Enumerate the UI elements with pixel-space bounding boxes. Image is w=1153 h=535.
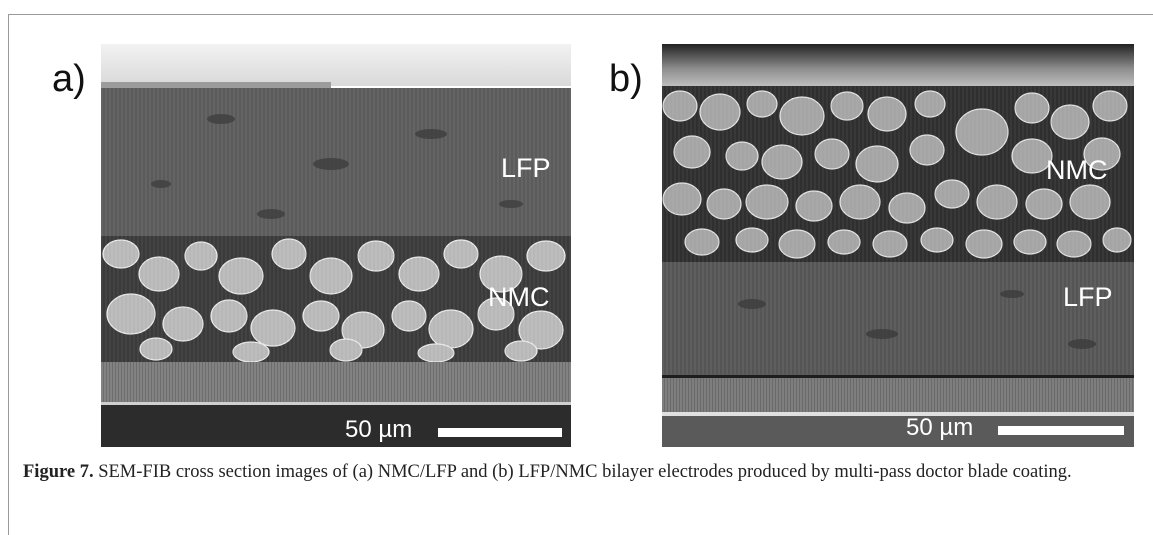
- sem-image-a-graphic: [101, 44, 571, 447]
- panel-a-scale-bar-text: 50 µm: [345, 416, 413, 443]
- panel-a-letter: a): [52, 58, 86, 100]
- frame-left-rule: [8, 14, 9, 535]
- frame-top-rule: [8, 14, 1153, 15]
- caption-text: SEM-FIB cross section images of (a) NMC/…: [93, 462, 1072, 482]
- caption-label: Figure 7.: [23, 462, 94, 482]
- sem-image-panel-b: [662, 44, 1134, 447]
- panel-b-top-layer-label: NMC: [1046, 155, 1108, 185]
- panel-b-scale-bar-text: 50 µm: [906, 414, 974, 441]
- sem-image-b-graphic: [662, 44, 1134, 447]
- panel-b-scale-bar: [998, 426, 1124, 435]
- panel-a-bottom-layer-label: NMC: [488, 282, 550, 312]
- panel-b-bottom-layer-label: LFP: [1063, 282, 1113, 312]
- figure-caption: Figure 7. SEM-FIB cross section images o…: [23, 460, 1123, 485]
- panel-b-letter: b): [609, 58, 643, 100]
- panel-a-scale-bar: [438, 428, 562, 437]
- panel-a-top-layer-label: LFP: [501, 153, 551, 183]
- sem-image-panel-a: [101, 44, 571, 447]
